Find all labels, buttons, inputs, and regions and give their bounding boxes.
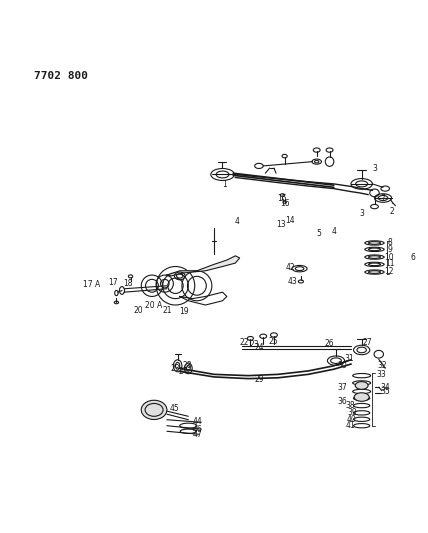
Text: 29: 29 (254, 375, 264, 384)
Text: 2: 2 (389, 207, 394, 216)
Text: 19: 19 (179, 307, 189, 316)
Text: 26: 26 (325, 339, 334, 348)
Text: 24: 24 (255, 343, 265, 352)
Text: 14: 14 (285, 216, 295, 225)
Text: 46: 46 (193, 425, 202, 434)
Text: 17: 17 (109, 278, 118, 287)
Text: 25: 25 (268, 337, 278, 346)
Text: 3: 3 (372, 164, 377, 173)
Text: 22: 22 (239, 338, 249, 347)
Text: 16: 16 (280, 199, 289, 208)
Text: 44: 44 (193, 417, 202, 426)
Text: 3: 3 (359, 208, 364, 217)
Text: 37: 37 (338, 383, 347, 392)
Text: 36: 36 (338, 397, 347, 406)
Text: 47: 47 (193, 430, 202, 439)
Text: 27: 27 (363, 338, 372, 347)
Text: 11: 11 (386, 260, 395, 269)
Text: 17 A: 17 A (83, 280, 101, 289)
Text: 33: 33 (377, 370, 386, 379)
Text: 13: 13 (276, 220, 286, 229)
Text: 1: 1 (222, 180, 227, 189)
Text: 20: 20 (133, 306, 143, 315)
Text: 39: 39 (347, 408, 357, 417)
Text: 5: 5 (316, 229, 321, 238)
Text: 30: 30 (338, 361, 347, 370)
Text: 32: 32 (377, 361, 386, 370)
Text: 28: 28 (183, 361, 192, 370)
Text: 10: 10 (384, 253, 393, 262)
Text: 45: 45 (170, 404, 179, 413)
Text: 4: 4 (331, 227, 336, 236)
Text: 6: 6 (410, 253, 416, 262)
Text: 31: 31 (344, 354, 354, 363)
Text: 7702 800: 7702 800 (34, 71, 88, 81)
Ellipse shape (354, 393, 369, 401)
Text: 12: 12 (384, 267, 393, 276)
Text: 42: 42 (285, 263, 295, 272)
Text: 35: 35 (380, 387, 390, 396)
Text: 20 A: 20 A (145, 301, 162, 310)
Text: 18: 18 (123, 279, 132, 288)
Text: 43: 43 (288, 277, 297, 286)
Text: 23: 23 (250, 341, 259, 349)
Text: 40: 40 (347, 415, 357, 424)
Polygon shape (167, 256, 240, 276)
Text: 8: 8 (388, 238, 393, 247)
Text: 7: 7 (380, 195, 386, 204)
Text: 41: 41 (345, 421, 355, 430)
Text: 38: 38 (345, 401, 355, 410)
Text: 15: 15 (277, 195, 286, 204)
Text: 21: 21 (162, 306, 172, 315)
Text: 34: 34 (380, 383, 390, 392)
Text: 24: 24 (178, 367, 188, 376)
Text: 23: 23 (171, 364, 180, 373)
Text: 9: 9 (388, 245, 393, 254)
Ellipse shape (355, 382, 368, 389)
Text: 4: 4 (235, 216, 240, 225)
Ellipse shape (141, 400, 167, 419)
